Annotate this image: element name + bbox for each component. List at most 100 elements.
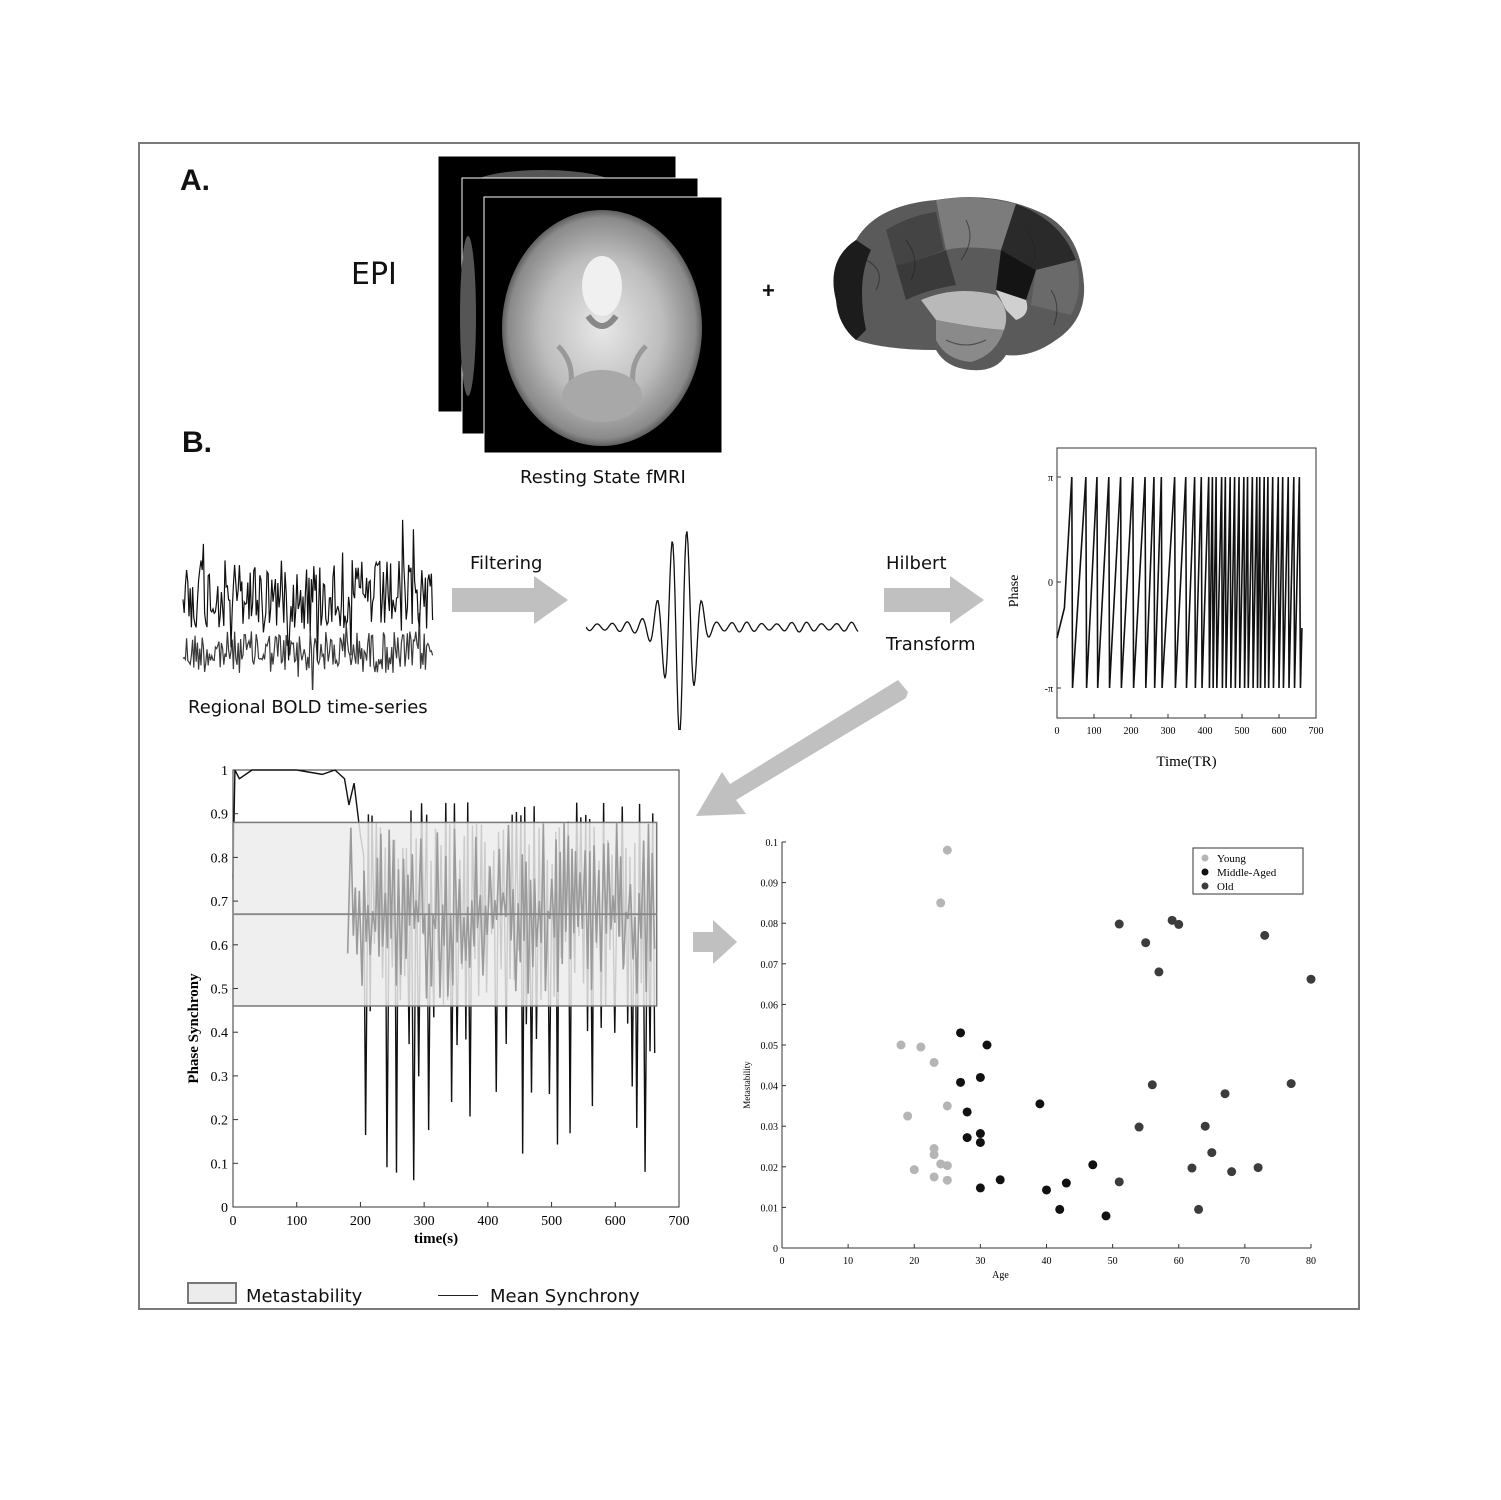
scatter-point-old — [1220, 1089, 1230, 1099]
phase-xtick-label: 100 — [1087, 726, 1102, 737]
scatter-point-middle-aged — [956, 1028, 966, 1038]
scatter-point-young — [903, 1111, 913, 1121]
scatter-ytick-label: 0.01 — [761, 1203, 779, 1214]
phase-ytick-label: π — [1048, 473, 1053, 484]
sync-xtick-label: 300 — [414, 1214, 435, 1229]
scatter-point-old — [1286, 1079, 1296, 1089]
scatter-legend-box — [1192, 847, 1304, 895]
phase-xtick-label: 600 — [1272, 726, 1287, 737]
scatter-xtick-label: 40 — [1042, 1256, 1052, 1267]
scatter-point-old — [1174, 919, 1184, 929]
scatter-point-middle-aged — [1035, 1099, 1045, 1109]
phase-xtick-label: 200 — [1124, 726, 1139, 737]
sync-xtick-label: 200 — [350, 1214, 371, 1229]
sync-ytick-label: 0.2 — [211, 1114, 229, 1129]
scatter-point-old — [1306, 974, 1316, 984]
sync-trace-gray — [346, 822, 656, 999]
sync-xtick-label: 700 — [669, 1214, 690, 1229]
scatter-ytick-label: 0.02 — [761, 1163, 779, 1174]
fmri-slice-stack — [437, 155, 738, 456]
scatter-legend-marker — [1201, 868, 1209, 876]
scatter-point-old — [1154, 967, 1164, 977]
phase-xtick-label: 300 — [1161, 726, 1176, 737]
scatter-point-young — [942, 1161, 952, 1171]
scatter-ytick-label: 0.03 — [761, 1122, 779, 1133]
scatter-ytick-label: 0.08 — [761, 919, 779, 930]
scatter-legend-marker — [1201, 882, 1209, 890]
scatter-point-old — [1194, 1204, 1204, 1214]
transform-label: Transform — [886, 634, 976, 655]
small-arrow — [693, 920, 739, 969]
phase-ytick-label: -π — [1045, 684, 1053, 695]
scatter-point-middle-aged — [975, 1072, 985, 1082]
scatter-point-young — [929, 1150, 939, 1160]
scatter-xtick-label: 60 — [1174, 1256, 1184, 1267]
scatter-point-old — [1141, 938, 1151, 948]
metastability-age-scatter: 0 0.01 0.02 0.03 0.04 0.05 0.06 0.07 0.08 0.09 0.1… — [735, 830, 1325, 1285]
scatter-point-middle-aged — [975, 1129, 985, 1139]
scatter-point-old — [1260, 930, 1270, 940]
phase-xtick-label: 0 — [1055, 726, 1060, 737]
scatter-point-old — [1253, 1163, 1263, 1173]
sync-xtick-label: 100 — [286, 1214, 307, 1229]
filtering-arrow — [452, 576, 572, 629]
hilbert-label: Hilbert — [886, 553, 947, 574]
scatter-ytick-label: 0 — [773, 1244, 778, 1255]
phase-ytick-label: 0 — [1048, 578, 1053, 589]
phase-plot: -π 0 π 0 100 200 300 400 500 600 700 Time(TR) Phase — [1000, 440, 1340, 775]
sync-ytick-label: 0.8 — [211, 851, 229, 866]
sync-ytick-label: 0.6 — [211, 939, 229, 954]
scatter-ytick-label: 0.09 — [761, 879, 779, 890]
scatter-ytick-label: 0.1 — [766, 838, 779, 849]
mean-synchrony-legend-label: Mean Synchrony — [490, 1286, 640, 1307]
scatter-point-young — [896, 1040, 906, 1050]
phase-xlabel: Time(TR) — [1156, 754, 1216, 770]
sync-ytick-label: 0.1 — [211, 1157, 229, 1172]
scatter-xtick-label: 0 — [780, 1256, 785, 1267]
scatter-point-middle-aged — [962, 1107, 972, 1117]
scatter-point-middle-aged — [1042, 1185, 1051, 1195]
scatter-xtick-label: 70 — [1240, 1256, 1250, 1267]
sync-ylabel: Phase Synchrony — [186, 973, 202, 1084]
scatter-point-young — [942, 845, 952, 855]
scatter-point-old — [1187, 1163, 1197, 1173]
sync-ytick-label: 1 — [221, 764, 228, 779]
panel-b-label: B. — [182, 426, 212, 459]
sync-ytick-label: 0.7 — [211, 895, 229, 910]
scatter-point-old — [1207, 1148, 1217, 1158]
scatter-ytick-label: 0.07 — [761, 960, 779, 971]
scatter-legend-label: Old — [1217, 881, 1234, 893]
diagonal-arrow — [690, 680, 920, 830]
scatter-point-middle-aged — [995, 1175, 1005, 1185]
epi-label: EPI — [351, 257, 397, 292]
bold-caption: Regional BOLD time-series — [188, 697, 428, 718]
scatter-point-young — [909, 1165, 919, 1175]
scatter-point-middle-aged — [1088, 1160, 1098, 1170]
sync-ytick-label: 0.5 — [211, 983, 229, 998]
bold-timeseries-plot — [180, 500, 436, 697]
scatter-point-young — [936, 898, 946, 908]
bold-series-lower — [182, 612, 434, 697]
scatter-point-old — [1167, 915, 1177, 925]
scatter-point-young — [929, 1057, 939, 1067]
scatter-legend-label: Young — [1217, 853, 1246, 865]
scatter-xlabel: Age — [992, 1270, 1009, 1281]
scatter-point-middle-aged — [1055, 1204, 1065, 1214]
figure-frame — [138, 142, 1360, 1310]
scatter-ytick-label: 0.04 — [761, 1082, 779, 1093]
mean-synchrony-legend-line — [438, 1295, 478, 1296]
scatter-point-middle-aged — [975, 1183, 985, 1193]
bold-series-upper — [182, 519, 434, 661]
hilbert-arrow — [884, 576, 988, 629]
sync-ytick-label: 0.9 — [211, 808, 229, 823]
scatter-point-middle-aged — [982, 1040, 992, 1050]
scatter-xtick-label: 50 — [1108, 1256, 1118, 1267]
scatter-point-young — [916, 1042, 926, 1052]
scatter-legend-label: Middle-Aged — [1217, 867, 1277, 879]
metastability-legend-label: Metastability — [246, 1286, 363, 1307]
scatter-xtick-label: 20 — [909, 1256, 919, 1267]
scatter-point-old — [1114, 1177, 1124, 1187]
sync-xtick-label: 600 — [605, 1214, 626, 1229]
filtering-label: Filtering — [470, 553, 543, 574]
sync-xtick-label: 400 — [477, 1214, 498, 1229]
